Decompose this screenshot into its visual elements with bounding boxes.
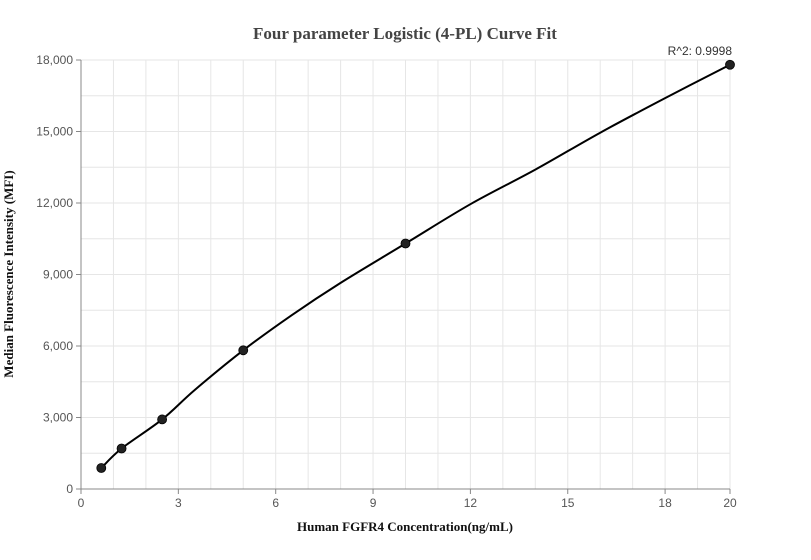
chart-title: Four parameter Logistic (4-PL) Curve Fit	[253, 24, 557, 43]
y-tick-label: 15,000	[36, 125, 73, 139]
x-tick-label: 9	[370, 496, 377, 510]
y-tick-label: 9,000	[43, 268, 73, 282]
x-tick-label: 18	[658, 496, 672, 510]
tick-labels: 0 3 6 9 12 15 18 20 0 3,000 6,000 9,000 12,000 15,000…	[36, 53, 737, 510]
x-tick-label: 0	[78, 496, 85, 510]
y-tick-label: 12,000	[36, 196, 73, 210]
axes	[76, 59, 731, 494]
r-squared-label: R^2: 0.9998	[668, 44, 733, 58]
x-tick-label: 12	[464, 496, 478, 510]
data-point	[238, 345, 249, 356]
x-tick-label: 6	[272, 496, 279, 510]
data-point	[157, 414, 168, 425]
data-point	[400, 238, 411, 249]
y-tick-label: 3,000	[43, 411, 73, 425]
y-tick-label: 18,000	[36, 53, 73, 67]
data-point	[96, 463, 107, 473]
y-axis-label: Median Fluorescence Intensity (MFI)	[1, 170, 16, 377]
data-points	[96, 59, 735, 473]
x-tick-label: 20	[723, 496, 737, 510]
grid	[80, 59, 731, 490]
y-tick-label: 0	[66, 482, 73, 496]
x-tick-label: 15	[561, 496, 575, 510]
fit-curve-line	[100, 63, 731, 469]
annotations: R^2: 0.9998	[668, 44, 733, 58]
x-tick-label: 3	[175, 496, 182, 510]
x-axis-label: Human FGFR4 Concentration(ng/mL)	[297, 519, 513, 534]
fit-curve	[100, 63, 731, 469]
data-point	[725, 59, 735, 70]
data-point	[116, 443, 127, 454]
y-tick-label: 6,000	[43, 339, 73, 353]
